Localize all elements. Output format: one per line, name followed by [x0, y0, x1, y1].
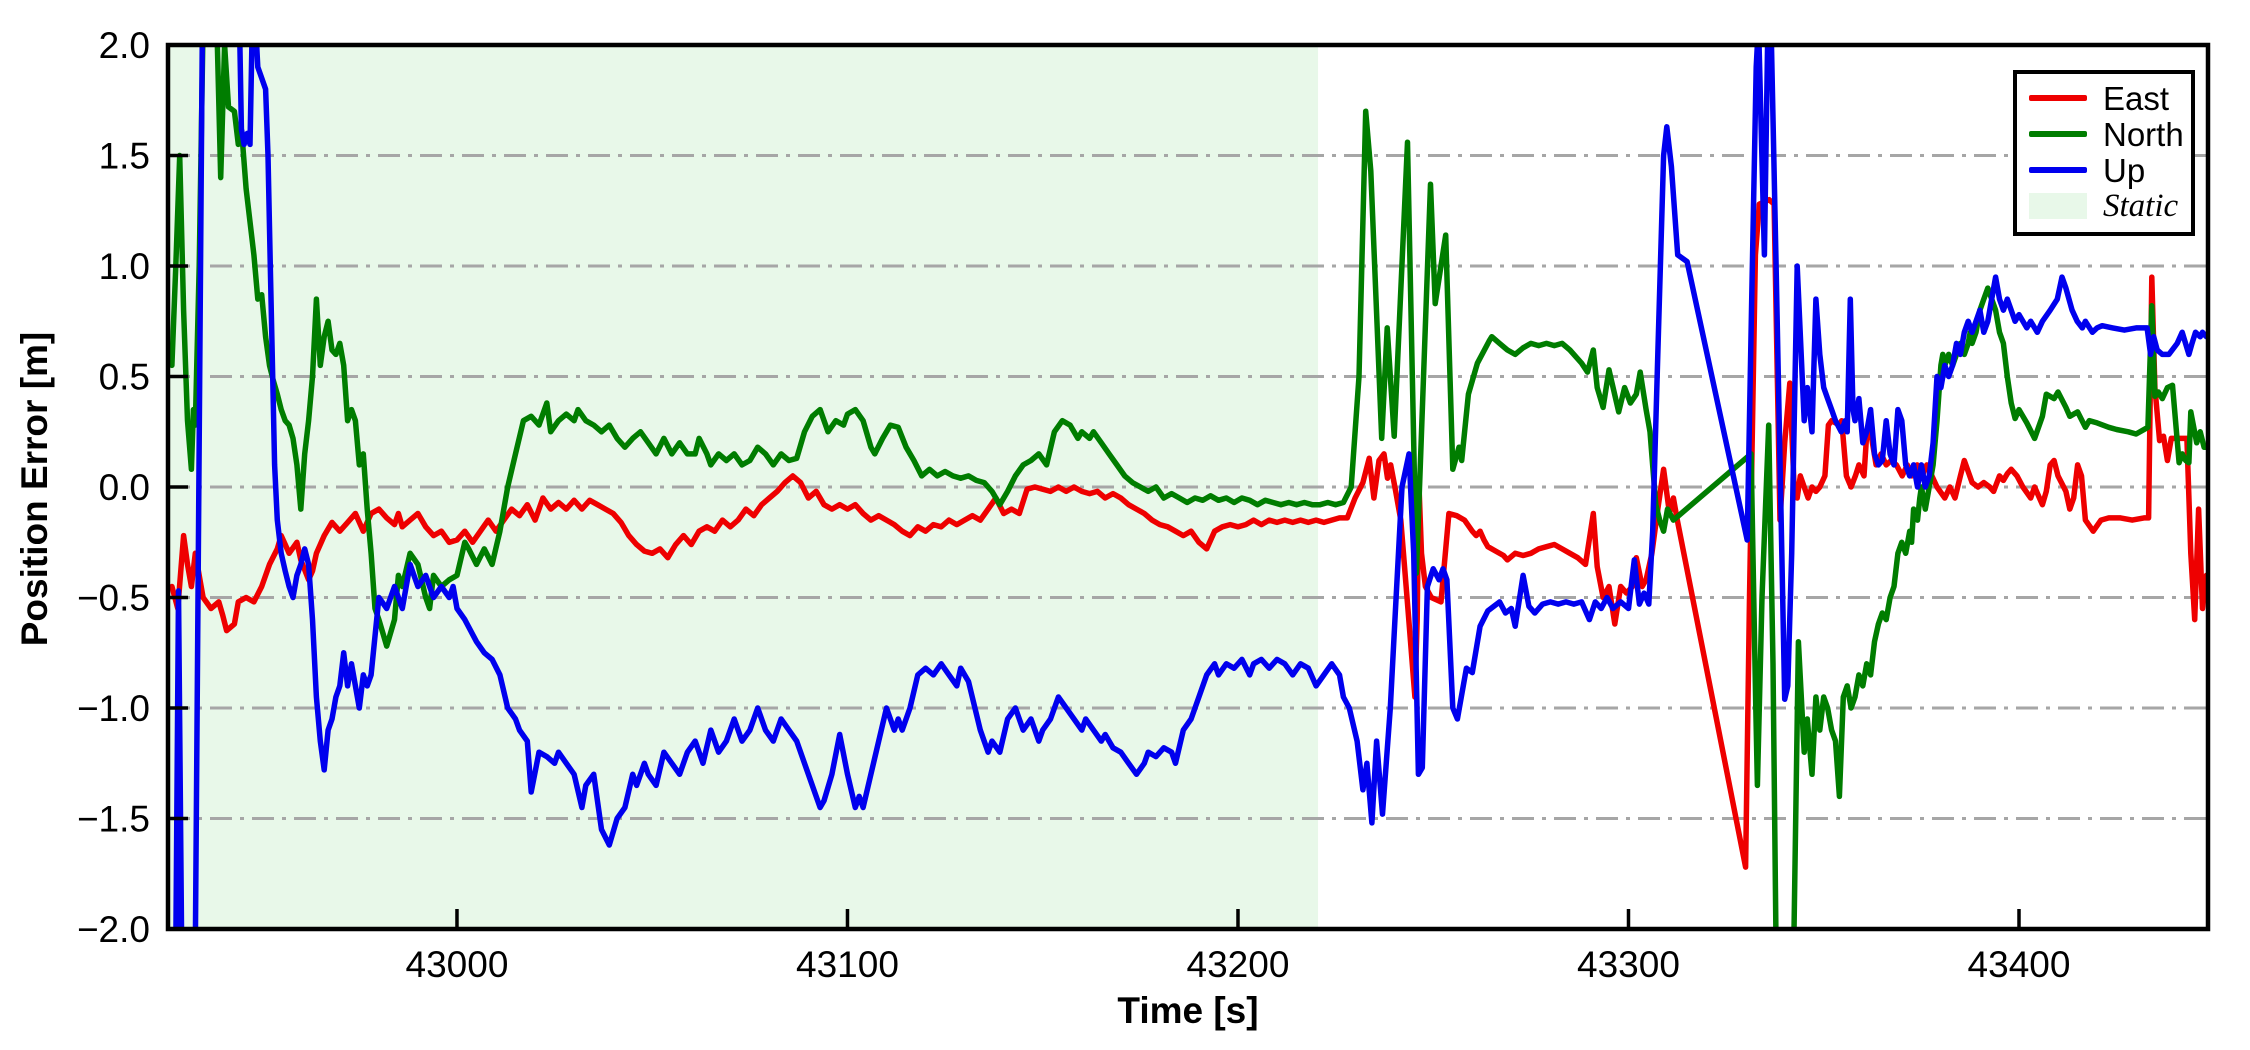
legend-item-up: Up [2029, 152, 2181, 188]
y-tick-label: −0.5 [77, 578, 150, 619]
legend-item-east: East [2029, 80, 2181, 116]
legend-label-north: North [2103, 115, 2184, 153]
x-tick-label: 43300 [1577, 944, 1680, 985]
static-patch-swatch [2029, 193, 2087, 219]
y-tick-label: 0.5 [99, 357, 150, 398]
x-tick-label: 43100 [796, 944, 899, 985]
series-up [173, 45, 2208, 929]
y-tick-label: 2.0 [99, 25, 150, 66]
legend-label-east: East [2103, 79, 2170, 117]
y-tick-label: 1.0 [99, 246, 150, 287]
legend: East North Up Static [2013, 70, 2195, 236]
y-tick-label: −2.0 [77, 909, 150, 950]
x-axis-title: Time [s] [1117, 990, 1259, 1031]
east-line-swatch [2029, 95, 2087, 101]
north-line-swatch [2029, 131, 2087, 137]
legend-label-static: Static [2103, 187, 2179, 224]
series-east [169, 196, 2208, 870]
x-tick-label: 43400 [1968, 944, 2071, 985]
y-tick-label: −1.0 [77, 688, 150, 729]
static-region [168, 45, 1319, 929]
y-axis-title: Position Error [m] [14, 331, 55, 647]
x-tick-label: 43200 [1187, 944, 1290, 985]
y-tick-label: 0.0 [99, 467, 150, 508]
y-tick-label: 1.5 [99, 136, 150, 177]
legend-item-static: Static [2029, 188, 2181, 224]
legend-label-up: Up [2103, 151, 2146, 189]
up-line-swatch [2029, 167, 2087, 173]
legend-item-north: North [2029, 115, 2184, 153]
y-tick-label: −1.5 [77, 799, 150, 840]
x-tick-label: 43000 [406, 944, 509, 985]
